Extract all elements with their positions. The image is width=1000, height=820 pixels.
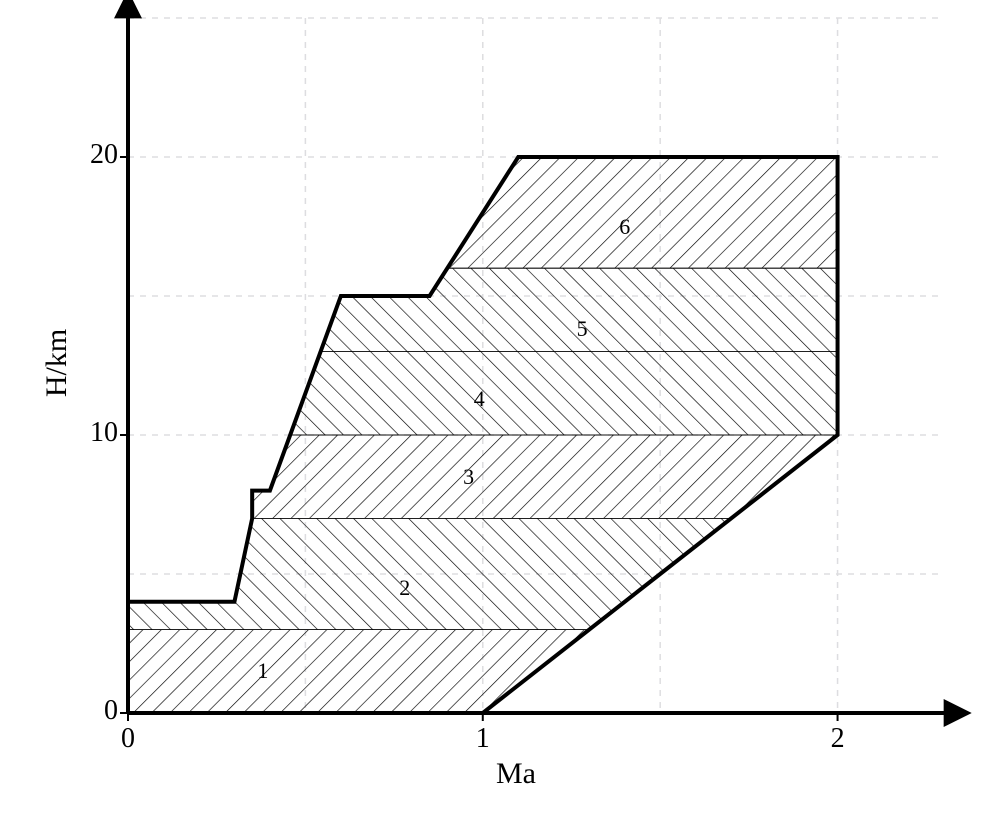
- region-label: 4: [469, 386, 489, 412]
- x-tick-label: 1: [463, 723, 503, 755]
- y-axis-label: H/km: [40, 328, 74, 396]
- region-label: 2: [395, 575, 415, 601]
- y-tick-label: 0: [58, 695, 118, 727]
- region-label: 5: [572, 316, 592, 342]
- region-label: 1: [253, 658, 273, 684]
- region-label: 6: [615, 214, 635, 240]
- region-label: 3: [459, 464, 479, 490]
- chart-container: 01201020MaH/km123456: [0, 0, 1000, 815]
- y-tick-label: 10: [58, 417, 118, 449]
- y-tick-label: 20: [58, 139, 118, 171]
- x-axis-label: Ma: [496, 757, 536, 791]
- flight-envelope-chart: [0, 0, 1000, 815]
- region-4: [290, 352, 837, 435]
- x-tick-label: 2: [818, 723, 858, 755]
- x-tick-label: 0: [108, 723, 148, 755]
